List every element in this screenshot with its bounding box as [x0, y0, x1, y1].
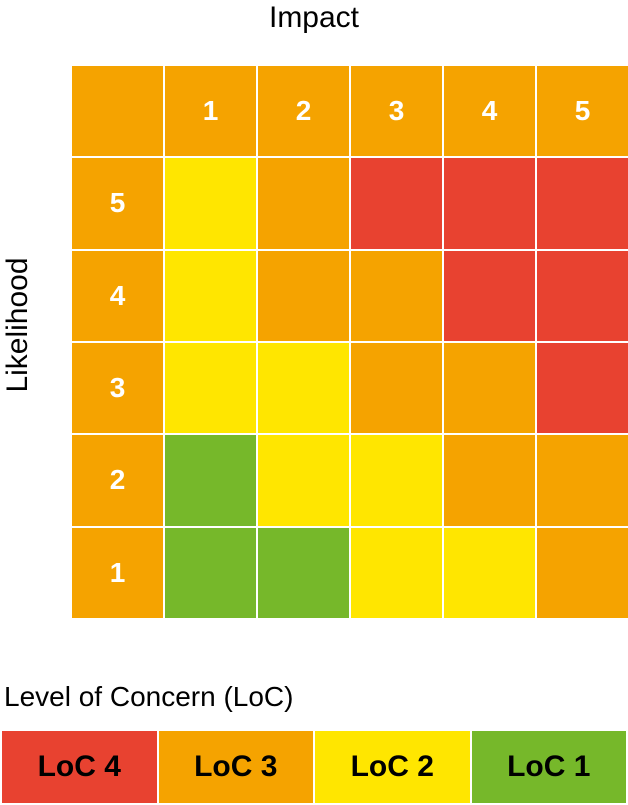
- legend-item-loc-4: LoC 4: [2, 731, 157, 803]
- matrix-cell-L5-I1: [165, 158, 256, 249]
- matrix-cell-L2-I1: [165, 435, 256, 526]
- matrix-cell-L4-I5: [537, 250, 628, 341]
- matrix-cell-L3-I1: [165, 343, 256, 434]
- matrix-cell-L4-I3: [351, 250, 442, 341]
- matrix-cell-L3-I5: [537, 343, 628, 434]
- legend: LoC 4 LoC 3 LoC 2 LoC 1: [2, 731, 626, 803]
- likelihood-header-1: 1: [72, 527, 163, 618]
- likelihood-axis-title: Likelihood: [1, 257, 34, 393]
- matrix-cell-L3-I3: [351, 343, 442, 434]
- matrix-cell-L4-I4: [444, 250, 535, 341]
- impact-header-5: 5: [537, 66, 628, 157]
- legend-item-loc-2: LoC 2: [315, 731, 470, 803]
- matrix-cell-L5-I5: [537, 158, 628, 249]
- matrix-corner-cell: [72, 66, 163, 157]
- matrix-cell-L2-I4: [444, 435, 535, 526]
- matrix-cell-L2-I5: [537, 435, 628, 526]
- matrix-cell-L4-I2: [258, 250, 349, 341]
- matrix-cell-L5-I3: [351, 158, 442, 249]
- matrix-cell-L2-I2: [258, 435, 349, 526]
- legend-item-loc-3: LoC 3: [158, 731, 313, 803]
- legend-title: Level of Concern (LoC): [4, 681, 294, 712]
- likelihood-header-5: 5: [72, 158, 163, 249]
- legend-item-loc-1: LoC 1: [471, 731, 626, 803]
- likelihood-header-3: 3: [72, 343, 163, 434]
- matrix-cell-L1-I4: [444, 527, 535, 618]
- impact-header-4: 4: [444, 66, 535, 157]
- likelihood-header-4: 4: [72, 250, 163, 341]
- impact-axis-title: Impact: [268, 1, 360, 34]
- impact-header-1: 1: [165, 66, 256, 157]
- matrix-cell-L1-I5: [537, 527, 628, 618]
- matrix-cell-L1-I2: [258, 527, 349, 618]
- matrix-cell-L2-I3: [351, 435, 442, 526]
- likelihood-header-2: 2: [72, 435, 163, 526]
- matrix-cell-L1-I1: [165, 527, 256, 618]
- impact-header-3: 3: [351, 66, 442, 157]
- impact-header-2: 2: [258, 66, 349, 157]
- matrix-cell-L5-I2: [258, 158, 349, 249]
- matrix-cell-L5-I4: [444, 158, 535, 249]
- matrix-cell-L3-I2: [258, 343, 349, 434]
- matrix-cell-L4-I1: [165, 250, 256, 341]
- matrix-cell-L3-I4: [444, 343, 535, 434]
- matrix-cell-L1-I3: [351, 527, 442, 618]
